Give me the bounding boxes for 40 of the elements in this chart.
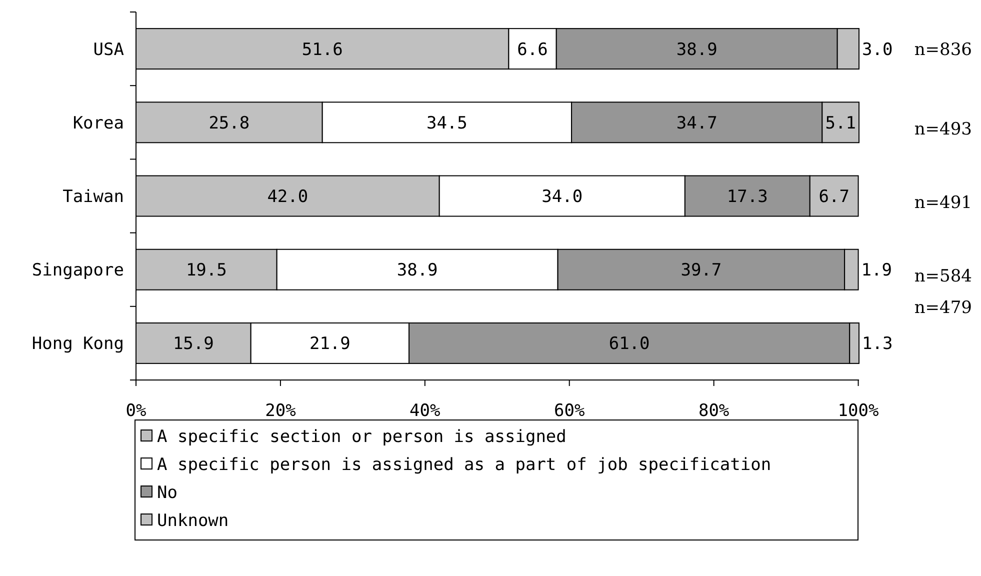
text: n=493 [914,119,972,140]
legend-label: A specific person is assigned as a part of job specification [157,454,772,475]
text: n=836 [914,40,972,60]
x-tick-label: 100% [838,401,879,421]
data-label: 34.5 [426,113,468,134]
data-label: 38.9 [396,260,438,281]
data-label: 42.0 [267,186,308,207]
data-label: 6.7 [818,186,850,207]
text: n=479 [914,298,972,318]
data-label: 17.3 [726,186,768,207]
text: n=584 [914,266,972,287]
y-tick-label: USA [93,40,124,60]
legend-label: A specific section or person is assigned [157,426,566,447]
data-label: 1.3 [862,334,893,354]
y-tick-label: Hong Kong [32,334,124,354]
data-label: 5.1 [825,113,856,134]
data-label: 6.6 [517,40,548,60]
data-label: 61.0 [608,334,650,354]
data-label: 34.0 [542,186,583,207]
y-tick-label: Taiwan [62,186,124,207]
x-tick-label: 60% [554,401,585,421]
x-tick-label: 40% [410,401,440,421]
data-label: 25.8 [208,113,250,134]
data-label: 15.9 [172,334,214,354]
data-label: 34.7 [676,113,718,134]
data-label: 51.6 [302,40,343,60]
y-tick-label: Korea [72,113,124,134]
legend-label: No [157,482,178,503]
x-tick-label: 20% [265,401,296,421]
data-label: 39.7 [680,260,722,281]
data-label: 1.9 [861,260,892,281]
data-label: 19.5 [186,260,227,281]
data-label: 3.0 [862,40,893,60]
x-tick-label: 0% [126,401,146,421]
x-tick-label: 80% [698,401,730,421]
text: n=491 [914,192,972,213]
data-label: 38.9 [676,40,718,60]
y-tick-label: Singapore [32,260,124,281]
data-label: 21.9 [309,334,350,354]
legend-label: Unknown [157,510,229,531]
